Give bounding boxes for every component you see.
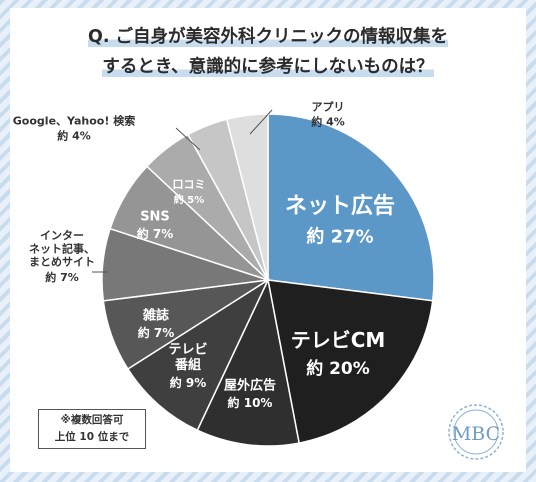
slice-value-label: 約 7% <box>138 325 175 340</box>
pie-slice <box>267 279 434 444</box>
slice-label: 番組 <box>174 357 201 373</box>
pie-slice <box>267 113 435 302</box>
title-line-1: Q. ご自身が美容外科クリニックの情報収集を <box>87 27 449 47</box>
note-line-2: 上位 10 位まで <box>54 431 130 443</box>
slice-label: SNS <box>140 209 170 224</box>
answer-note: ※複数回答可 上位 10 位まで <box>38 409 146 449</box>
leader-line <box>175 127 201 151</box>
slice-value-label: 約 4% <box>57 128 91 142</box>
slice-value-label: 約 20% <box>306 358 370 379</box>
slice-value-label: 約 7% <box>45 270 79 284</box>
title-line-2: するとき、意識的に参考にしないものは？ <box>102 57 434 77</box>
leader-line <box>249 109 273 135</box>
slice-label: Google、Yahoo! 検索 <box>13 113 135 127</box>
pie-slice <box>196 277 300 447</box>
slice-value-label: 約 7% <box>137 226 174 241</box>
chart-title: Q. ご自身が美容外科クリニックの情報収集を するとき、意識的に参考にしないもの… <box>0 22 536 82</box>
slice-label: ネット記事、 <box>29 241 95 255</box>
slice-label: 雑誌 <box>142 307 169 323</box>
slice-label: ネット広告 <box>285 193 395 219</box>
slice-label: 屋外広告 <box>224 377 276 393</box>
slice-label: まとめサイト <box>29 256 95 269</box>
slice-value-label: 約 9% <box>170 375 207 390</box>
slice-label: インター <box>40 229 84 242</box>
slice-value-label: 約 10% <box>228 395 273 410</box>
slice-label: テレビ <box>168 341 207 357</box>
note-line-1: ※複数回答可 <box>60 414 124 426</box>
slice-value-label: 約 5% <box>174 193 204 206</box>
slice-label: 口コミ <box>173 178 206 191</box>
slice-label: アプリ <box>312 99 345 113</box>
slice-value-label: 約 27% <box>306 226 373 248</box>
slice-label: テレビCM <box>291 328 386 352</box>
slice-value-label: 約 4% <box>311 114 345 128</box>
pie-slice <box>126 277 270 432</box>
